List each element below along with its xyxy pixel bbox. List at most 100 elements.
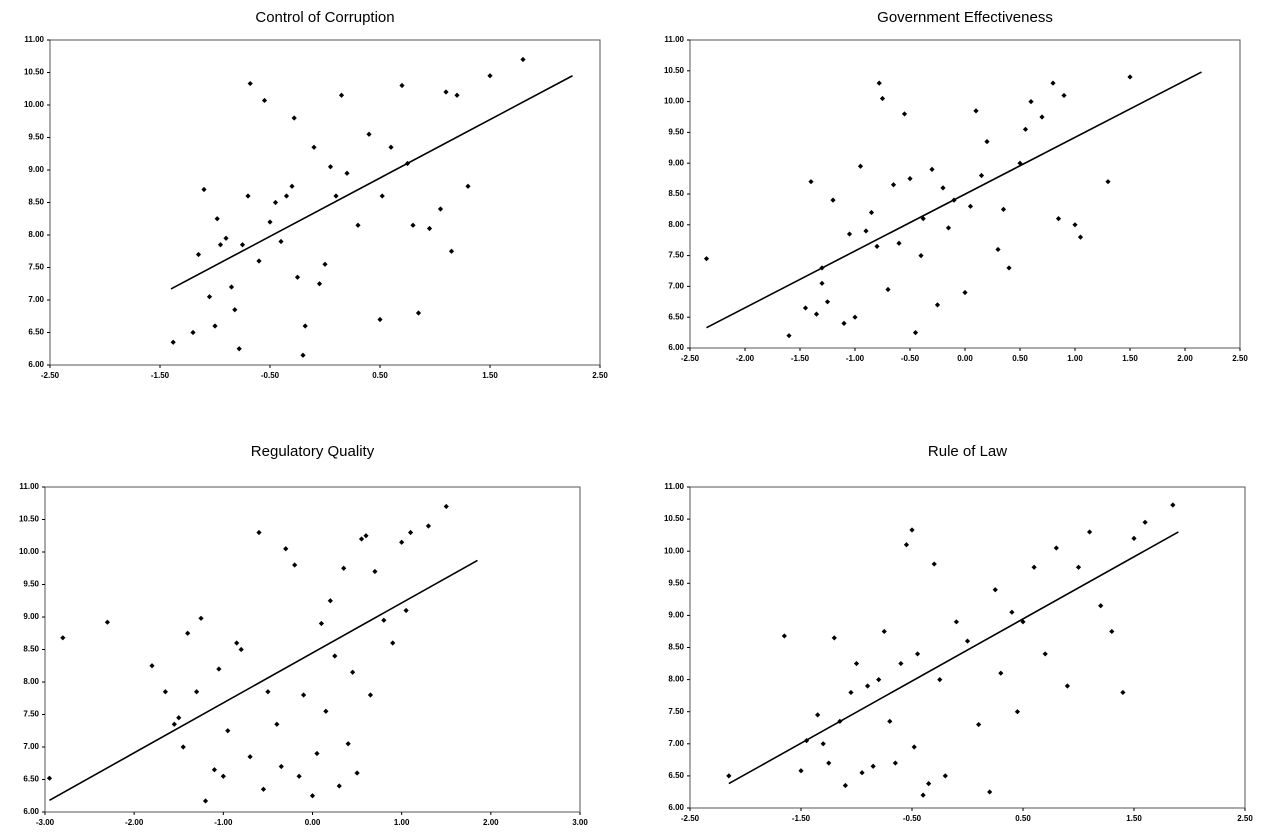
point — [798, 768, 804, 774]
point — [454, 92, 460, 98]
y-tick-label: 8.00 — [23, 677, 39, 686]
point — [820, 741, 826, 747]
point — [220, 773, 226, 779]
x-tick-label: 2.00 — [483, 818, 499, 827]
point — [995, 246, 1001, 253]
x-tick-label: -1.00 — [846, 354, 865, 363]
x-tick-label: -1.50 — [792, 814, 811, 823]
point — [267, 219, 273, 225]
x-tick-label: 2.50 — [1232, 354, 1248, 363]
y-tick-label: 10.50 — [664, 66, 685, 75]
y-tick-label: 9.50 — [23, 580, 39, 589]
point — [813, 311, 820, 317]
y-tick-label: 6.00 — [668, 803, 684, 812]
point — [1064, 683, 1070, 689]
point — [876, 677, 882, 683]
point — [998, 670, 1004, 676]
point — [1142, 519, 1148, 525]
y-tick-label: 8.50 — [668, 189, 684, 198]
point — [217, 242, 224, 248]
point — [170, 339, 176, 345]
point — [846, 231, 853, 237]
point — [1014, 709, 1021, 715]
point — [1098, 603, 1104, 609]
x-tick-label: -2.50 — [681, 814, 700, 823]
y-tick-label: 8.50 — [668, 643, 684, 652]
point — [1031, 564, 1037, 570]
point — [332, 653, 338, 659]
point — [931, 561, 937, 567]
point — [234, 640, 240, 646]
point — [962, 289, 968, 296]
x-tick-label: 1.00 — [1067, 354, 1083, 363]
y-tick-label: 6.50 — [23, 775, 39, 784]
point — [987, 789, 993, 795]
point — [202, 798, 209, 804]
point — [336, 783, 342, 789]
chart-title: Government Effectiveness — [877, 9, 1053, 26]
point — [247, 754, 253, 760]
x-tick-label: 1.00 — [394, 818, 410, 827]
x-tick-label: -2.50 — [681, 354, 700, 363]
x-tick-label: 0.50 — [1015, 814, 1031, 823]
x-tick-label: -1.50 — [151, 371, 170, 380]
point — [228, 284, 235, 290]
point — [520, 56, 526, 63]
point — [327, 598, 333, 604]
x-tick-label: -0.50 — [903, 814, 922, 823]
point — [206, 294, 213, 300]
trend-line — [49, 559, 478, 801]
point — [437, 206, 444, 212]
point — [60, 635, 66, 641]
point — [350, 669, 356, 675]
point — [1109, 628, 1115, 635]
point — [874, 243, 880, 249]
point — [239, 242, 246, 248]
point — [415, 310, 422, 316]
point — [256, 258, 262, 264]
point — [195, 251, 202, 258]
point — [399, 539, 405, 545]
y-tick-label: 9.50 — [668, 128, 684, 137]
point — [198, 615, 204, 621]
y-tick-label: 6.50 — [28, 328, 44, 337]
point — [942, 773, 948, 779]
y-tick-label: 10.50 — [19, 515, 40, 524]
point — [443, 89, 449, 95]
y-tick-label: 10.00 — [664, 546, 685, 555]
point — [1050, 80, 1056, 86]
point — [201, 186, 207, 193]
y-tick-label: 7.00 — [668, 739, 684, 748]
point — [901, 111, 908, 117]
x-tick-label: 3.00 — [572, 818, 588, 827]
point — [918, 253, 924, 259]
point — [1009, 609, 1015, 615]
point — [223, 235, 229, 241]
x-tick-label: -2.50 — [41, 371, 60, 380]
point — [1127, 74, 1133, 80]
point — [1006, 265, 1012, 271]
point — [236, 346, 242, 352]
chart-title: Regulatory Quality — [251, 443, 375, 460]
point — [841, 320, 847, 326]
y-tick-label: 9.00 — [668, 158, 684, 167]
point — [185, 630, 191, 636]
trend-line — [728, 531, 1179, 785]
point — [216, 666, 222, 672]
y-tick-label: 9.00 — [28, 165, 44, 174]
point — [316, 281, 323, 287]
chart-title: Rule of Law — [928, 443, 1007, 460]
point — [278, 238, 284, 245]
x-tick-label: -1.00 — [214, 818, 233, 827]
x-tick-label: -1.50 — [791, 354, 810, 363]
point — [211, 767, 218, 773]
point — [852, 314, 858, 320]
point — [289, 183, 295, 189]
point — [443, 503, 449, 510]
point — [876, 80, 882, 86]
y-tick-label: 7.50 — [28, 263, 44, 272]
point — [973, 108, 979, 114]
point — [1087, 529, 1093, 535]
point — [214, 216, 220, 222]
